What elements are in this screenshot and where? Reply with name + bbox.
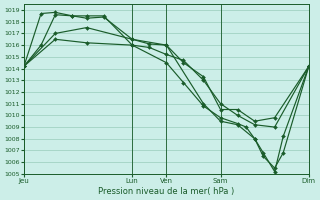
X-axis label: Pression niveau de la mer( hPa ): Pression niveau de la mer( hPa ) [98, 187, 235, 196]
